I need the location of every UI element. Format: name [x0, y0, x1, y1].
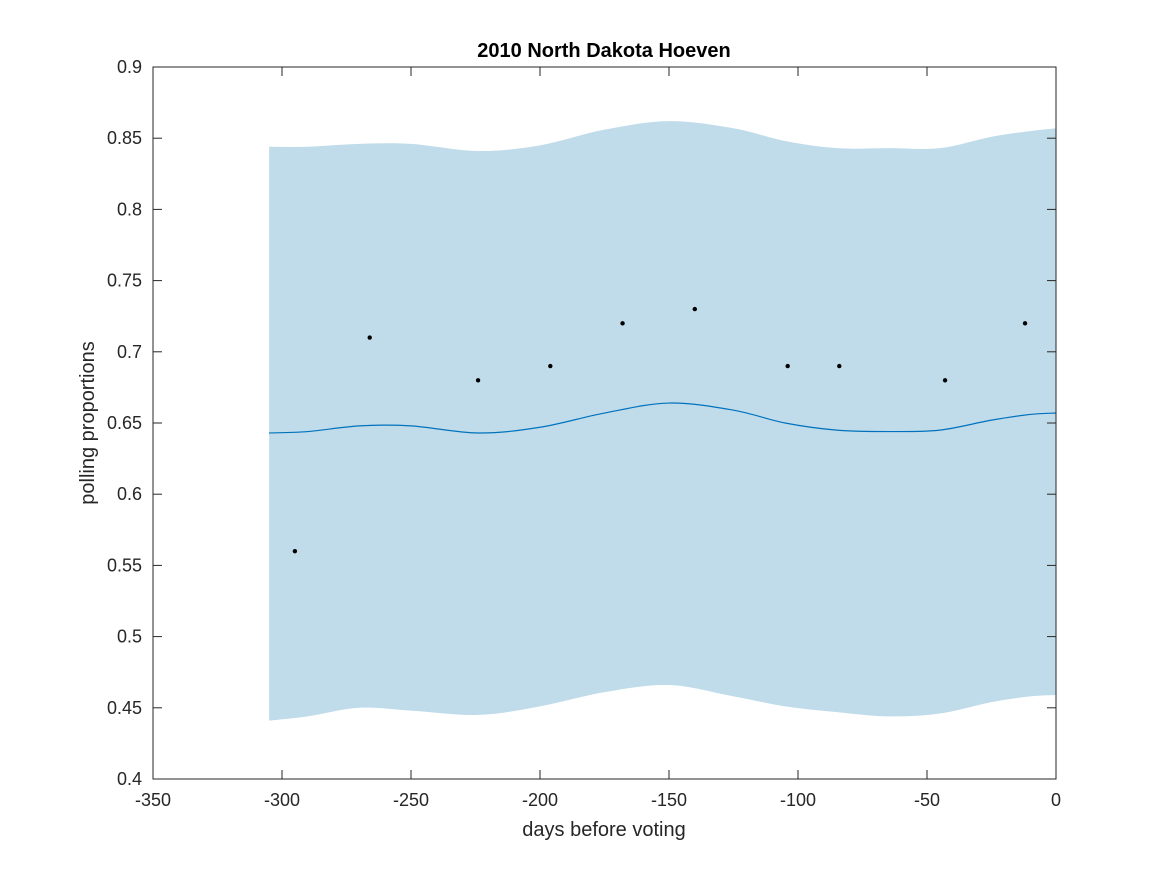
y-axis-label: polling proportions: [77, 341, 99, 504]
y-tick-label: 0.4: [117, 769, 142, 789]
x-axis: -350 -300 -250 -200 -150 -100 -50 0: [135, 67, 1061, 810]
plot-area: [269, 121, 1057, 721]
poll-point: [292, 548, 298, 554]
y-tick-label: 0.5: [117, 627, 142, 647]
x-tick-label: -350: [135, 790, 171, 810]
y-tick-label: 0.8: [117, 199, 142, 219]
y-tick-label: 0.65: [107, 413, 142, 433]
x-tick-label: -200: [522, 790, 558, 810]
x-axis-label: days before voting: [522, 819, 685, 841]
y-tick-label: 0.7: [117, 342, 142, 362]
poll-point: [475, 378, 481, 383]
poll-point: [692, 306, 697, 312]
x-tick-label: -250: [393, 790, 429, 810]
poll-point: [367, 335, 372, 340]
x-tick-label: -100: [780, 790, 816, 810]
poll-point: [1022, 321, 1028, 326]
y-tick-label: 0.75: [107, 271, 142, 291]
y-tick-label: 0.6: [117, 484, 142, 504]
poll-point: [620, 321, 625, 326]
y-tick-label: 0.85: [107, 128, 142, 148]
x-tick-label: -300: [264, 790, 300, 810]
poll-point: [785, 363, 790, 369]
poll-point: [548, 363, 553, 369]
poll-point: [942, 378, 948, 383]
chart-title: 2010 North Dakota Hoeven: [477, 40, 730, 62]
x-tick-label: -50: [914, 790, 940, 810]
x-tick-label: 0: [1051, 790, 1061, 810]
x-tick-label: -150: [651, 790, 687, 810]
confidence-band: [269, 121, 1057, 721]
mean-line: [269, 402, 1057, 434]
y-axis: 0.4 0.45 0.5 0.55 0.6 0.65 0.7 0.75 0.8 0.85 0.9: [107, 57, 1056, 789]
poll-point: [837, 363, 842, 369]
y-tick-label: 0.45: [107, 698, 142, 718]
y-tick-label: 0.9: [117, 57, 142, 77]
y-tick-label: 0.55: [107, 555, 142, 575]
